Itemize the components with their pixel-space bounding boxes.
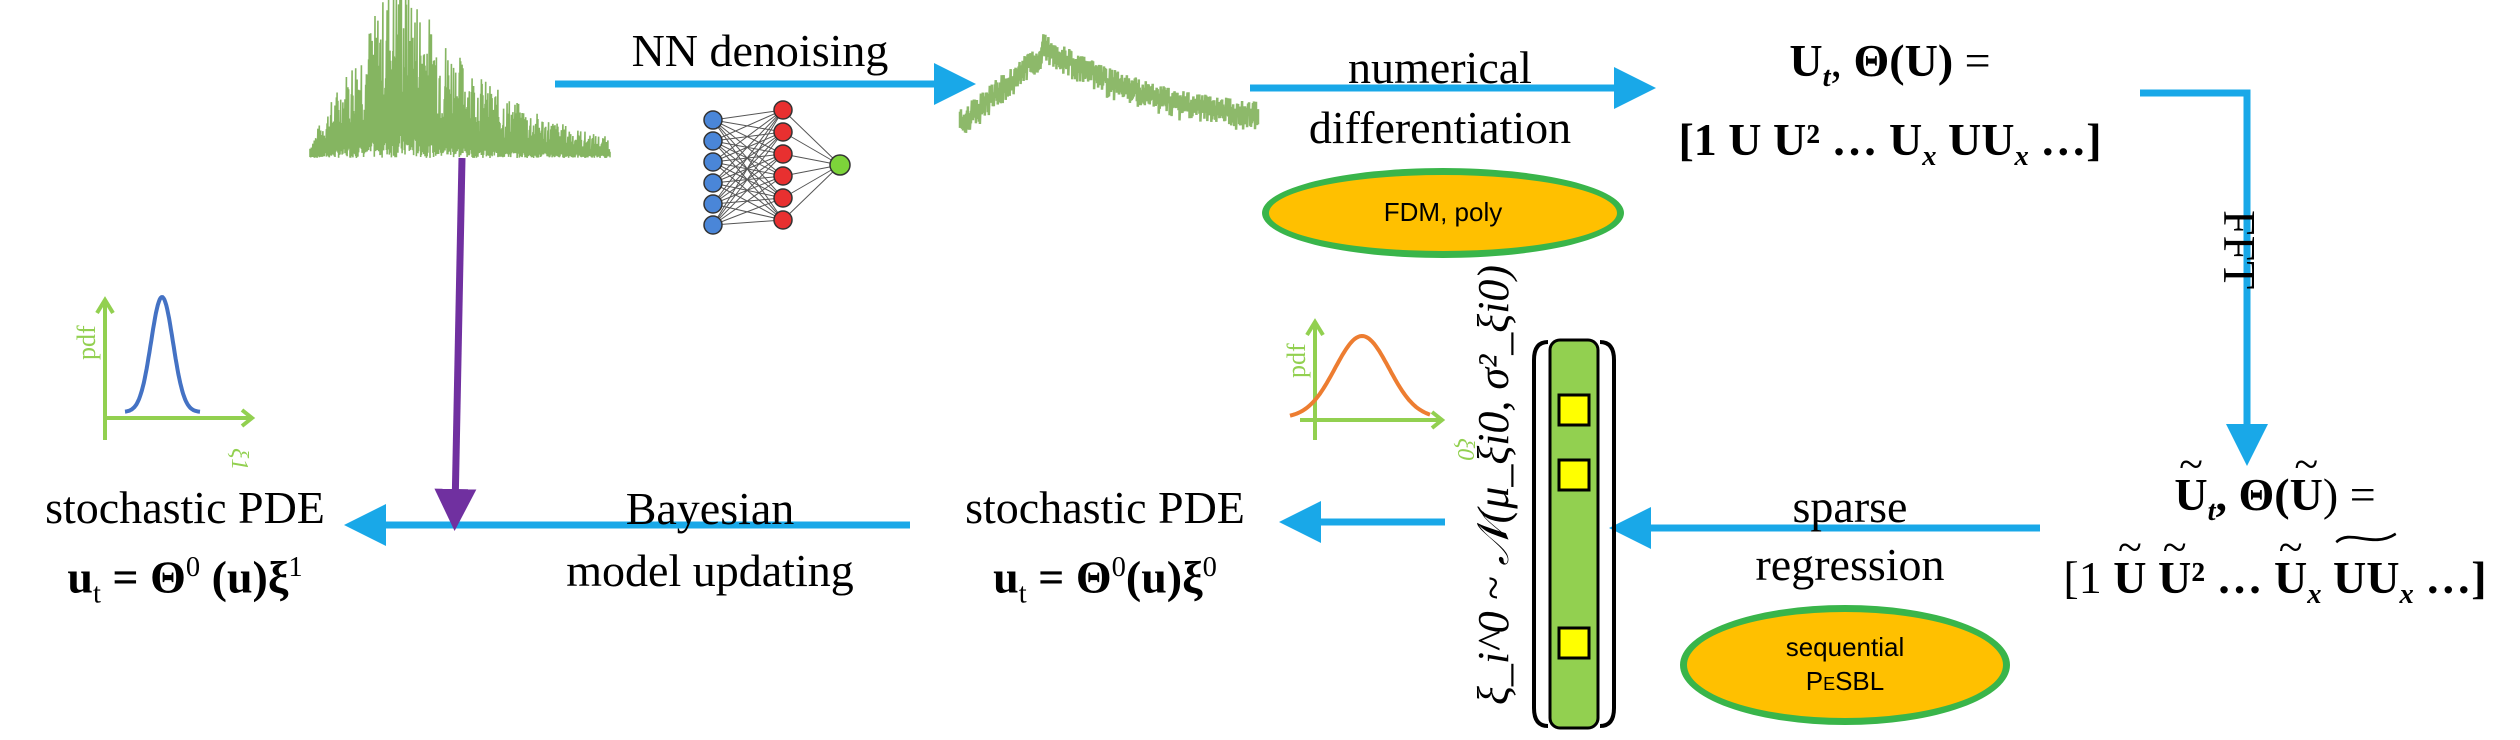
pdf-mid-xlabel: ξ0 [1452,438,1478,461]
pdf-left-xlabel: ξ1 [226,448,252,471]
oval-fdm-poly: FDM, poly [1262,168,1624,258]
library-matrix-fourier: Ut, Θ(U) = [1 U U² … Ux UUx …] [2030,432,2520,628]
pdf-plot-final [95,295,256,440]
active-coefficient [1557,458,1591,492]
spde-initial: stochastic PDE ut = Θ0(u)ξ0 [935,478,1275,625]
oval-sequential-pesbl: sequential PeSBL [1680,605,2010,725]
pdf-mid-ylabel: pdf [1282,343,1311,378]
arrow-data-to-bayes [434,157,477,531]
arrow-fft [2140,89,2268,466]
label-bayesian-model-updating: Bayesian model updating [520,478,900,602]
spde-final-title: stochastic PDE [45,482,325,533]
oval-sequential-label: sequential [1785,632,1905,663]
label-differentiation: differentiation [1308,102,1572,153]
pdf-left-ylabel: pdf [72,325,101,360]
library-top-line2: [1 U U² … Ux UUx …] [1678,114,2102,173]
spde-final-equation: ut = Θ0 (u)ξ1 [67,551,303,610]
label-bayesian: Bayesian [625,483,795,534]
library-top-line1: Ut, Θ(U) = [1789,35,1991,94]
denoised-signal-plot [958,34,1260,133]
library-matrix-top: Ut, Θ(U) = [1 U U² … Ux UUx …] [1640,30,2140,188]
active-coefficient [1557,626,1591,660]
active-coefficient [1557,393,1591,427]
oval-pesbl-label: PeSBL [1805,666,1885,696]
label-sparse-regression: sparse regression [1700,478,2000,594]
label-model-updating: model updating [566,545,854,596]
neural-network-icon [703,100,851,235]
label-numerical: numerical [1348,42,1532,93]
prior-distribution-formula: ξ_i^0 ~ 𝒩(μ_ξi0, σ²_ξi0) [1469,265,1518,705]
spde-initial-equation: ut = Θ0(u)ξ0 [993,551,1217,610]
noisy-signal-plot [309,0,611,159]
library-fourier-line2: [1 U U² … Ux UUx …] [2030,515,2520,628]
label-regression: regression [1755,539,1945,590]
library-fourier-line1: Ut, Θ(U) = [2030,432,2520,545]
spde-final: stochastic PDE ut = Θ0 (u)ξ1 [20,478,350,625]
spde-initial-title: stochastic PDE [965,482,1245,533]
label-numerical-differentiation: numerical differentiation [1280,38,1600,158]
label-sparse: sparse [1792,481,1908,532]
pdf-plot-initial [1289,318,1446,440]
coefficient-vector [1532,338,1616,730]
label-nn-denoising: NN denoising [631,25,889,76]
label-fft: FFT [2214,210,2265,290]
oval-fdm-poly-label: FDM, poly [1383,197,1503,228]
